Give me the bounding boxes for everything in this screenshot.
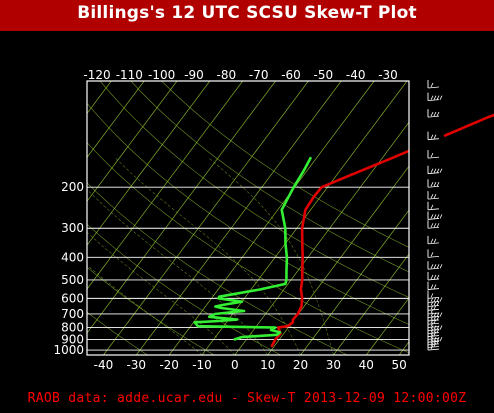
isotherm-line	[0, 81, 46, 355]
upper-temperature-tick-label: -50	[314, 68, 334, 82]
wind-barb	[427, 92, 443, 102]
temperature-trace	[270, 149, 409, 348]
wind-barb	[427, 150, 440, 159]
isotherm-line	[0, 81, 13, 355]
temperature-tick-label: -20	[159, 358, 179, 372]
wind-barb	[427, 131, 440, 141]
upper-temperature-tick-label: -40	[346, 68, 366, 82]
pressure-tick-label: 800	[61, 320, 84, 334]
wind-barb	[427, 109, 440, 118]
dry-adiabat-line	[87, 311, 148, 355]
upper-temperature-tick-label: -30	[378, 68, 398, 82]
wind-barb-layer	[427, 79, 443, 351]
upper-temperature-tick-label: -120	[83, 68, 110, 82]
temperature-tick-label: -40	[94, 358, 114, 372]
wind-barb	[427, 220, 440, 229]
isotherm-line	[87, 81, 211, 246]
footer-source-text: RAOB data: adde.ucar.edu - Skew-T 2013-1…	[27, 391, 467, 406]
temperature-tick-label: 50	[392, 358, 407, 372]
dry-adiabat-line	[87, 142, 409, 354]
isotherm-line	[267, 165, 409, 355]
upper-temperature-tick-label: -70	[249, 68, 269, 82]
upper-temperature-tick-label: -100	[148, 68, 175, 82]
isotherm-line	[87, 81, 276, 334]
series-layer	[193, 149, 409, 348]
isotherm-line	[103, 81, 309, 355]
pressure-tick-label: 400	[61, 250, 84, 264]
upper-temperature-layer	[443, 113, 494, 137]
temperature-tick-label: -30	[126, 358, 146, 372]
dry-adiabat-line	[87, 102, 409, 325]
temperature-tick-label: 40	[359, 358, 374, 372]
wind-barb	[427, 79, 440, 89]
upper-temperature-tick-label: -60	[281, 68, 301, 82]
wind-barb	[427, 249, 440, 258]
isotherm-line	[234, 121, 409, 355]
pressure-tick-label: 700	[61, 307, 84, 321]
plot-frame	[86, 80, 410, 356]
wind-barb	[427, 294, 443, 303]
dry-adiabat-line	[130, 81, 409, 273]
wind-barb	[427, 271, 440, 281]
wind-barb	[427, 179, 440, 188]
dry-adiabat-line	[99, 81, 409, 298]
wind-barb	[427, 261, 443, 270]
isotherm-line	[366, 297, 409, 355]
temperature-tick-label: 0	[231, 358, 239, 372]
title-bar	[0, 0, 494, 31]
pressure-tick-label: 500	[61, 273, 84, 287]
upper-temperature-tick-label: -110	[116, 68, 143, 82]
wind-barb	[427, 281, 440, 290]
upper-temperature-tick-label: -80	[217, 68, 237, 82]
temperature-tick-label: 30	[326, 358, 341, 372]
wind-barb	[427, 191, 440, 200]
pressure-tick-label: 300	[61, 221, 84, 235]
temperature-tick-label: 20	[293, 358, 308, 372]
chart-title: Billings's 12 UTC SCSU Skew-T Plot	[77, 3, 417, 23]
isotherm-line	[300, 209, 409, 355]
dewpoint-trace	[193, 156, 312, 341]
isotherm-line	[168, 81, 375, 355]
isotherm-line	[87, 81, 145, 158]
wind-barb	[427, 165, 443, 175]
dry-adiabat-line	[161, 81, 409, 248]
isobar-layer	[87, 186, 409, 351]
pressure-tick-label: 600	[61, 291, 84, 305]
dry-adiabat-line	[87, 182, 348, 355]
isotherm-line	[87, 81, 243, 290]
wind-barb	[427, 334, 443, 343]
upper-temperature-tick-label: -90	[184, 68, 204, 82]
temperature-tick-label: -10	[192, 358, 212, 372]
wind-barb	[427, 290, 440, 299]
temperature-trace	[443, 113, 494, 137]
wind-barb	[427, 211, 443, 220]
pressure-tick-label: 1000	[53, 343, 84, 357]
pressure-tick-label: 200	[61, 180, 84, 194]
isotherm-line	[136, 81, 342, 355]
temperature-tick-label: 10	[260, 358, 275, 372]
isotherm-line	[333, 253, 409, 355]
pressure-tick-label: 900	[61, 332, 84, 346]
wind-barb	[427, 235, 440, 245]
dry-adiabat-line	[87, 266, 215, 355]
wind-barb	[427, 201, 440, 211]
